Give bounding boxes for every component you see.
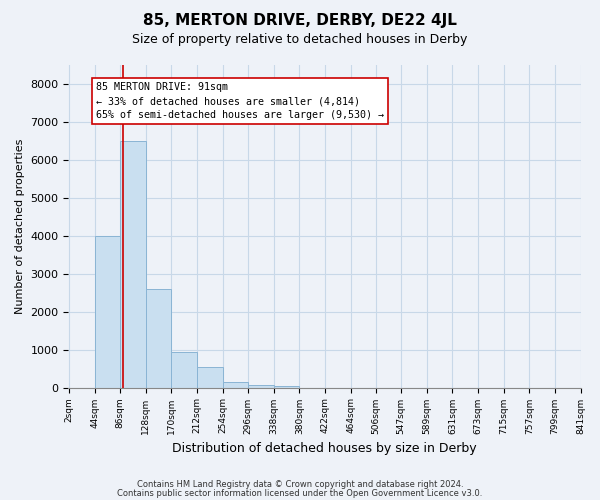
Bar — [223, 382, 248, 388]
Text: 85 MERTON DRIVE: 91sqm
← 33% of detached houses are smaller (4,814)
65% of semi-: 85 MERTON DRIVE: 91sqm ← 33% of detached… — [96, 82, 384, 120]
Bar — [197, 366, 223, 388]
Bar — [95, 236, 120, 388]
Bar — [248, 384, 274, 388]
Text: Contains public sector information licensed under the Open Government Licence v3: Contains public sector information licen… — [118, 489, 482, 498]
Y-axis label: Number of detached properties: Number of detached properties — [15, 138, 25, 314]
Bar — [120, 141, 146, 388]
Bar — [274, 386, 299, 388]
Text: Size of property relative to detached houses in Derby: Size of property relative to detached ho… — [133, 32, 467, 46]
Text: Contains HM Land Registry data © Crown copyright and database right 2024.: Contains HM Land Registry data © Crown c… — [137, 480, 463, 489]
Bar — [146, 289, 172, 388]
Bar — [172, 352, 197, 388]
Text: 85, MERTON DRIVE, DERBY, DE22 4JL: 85, MERTON DRIVE, DERBY, DE22 4JL — [143, 12, 457, 28]
X-axis label: Distribution of detached houses by size in Derby: Distribution of detached houses by size … — [172, 442, 477, 455]
